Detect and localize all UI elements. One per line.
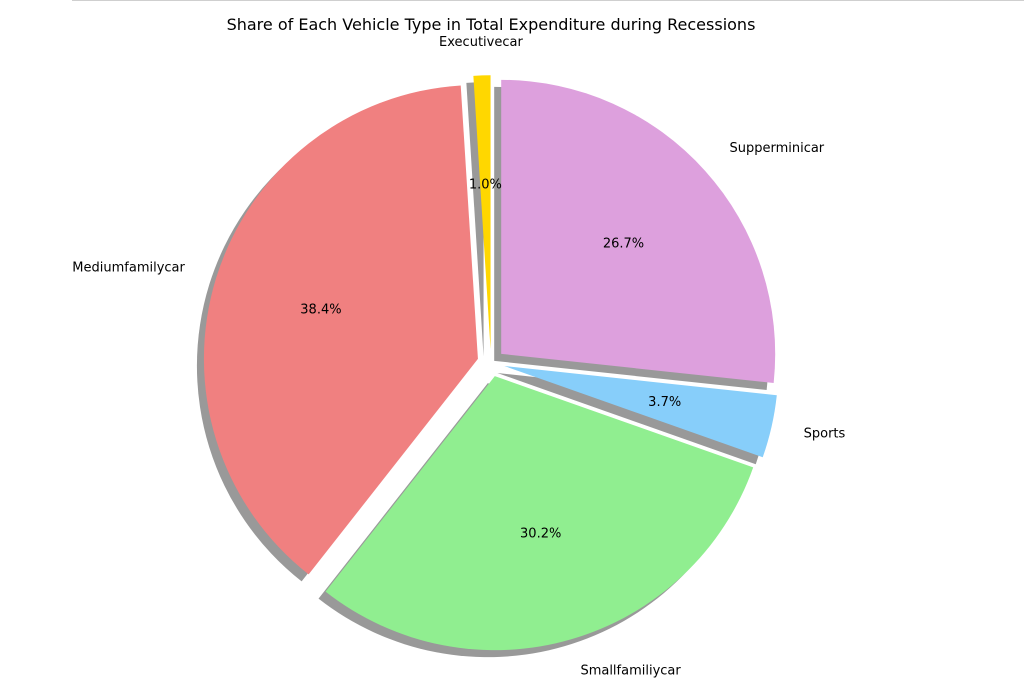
slice-mediumfamilycar [203, 85, 478, 575]
slice-percent-executivecar: 1.0% [469, 177, 502, 192]
chart-title: Share of Each Vehicle Type in Total Expe… [227, 15, 756, 34]
slice-label-sports: Sports [804, 426, 846, 441]
slice-smallfamiliycar [325, 376, 754, 651]
label-layer: Executivecar 1.0% Mediumfamilycar 38.4% Smal… [72, 35, 845, 678]
slice-percent-supperminicar: 26.7% [603, 236, 644, 251]
slice-percent-mediumfamilycar: 38.4% [300, 303, 341, 318]
slice-label-smallfamiliycar: Smallfamiliycar [580, 663, 681, 678]
slice-percent-sports: 3.7% [648, 395, 681, 410]
slice-supperminicar [501, 79, 776, 384]
slice-label-mediumfamilycar: Mediumfamilycar [72, 260, 185, 275]
top-border-line [72, 0, 1024, 1]
slice-label-executivecar: Executivecar [439, 35, 523, 50]
slice-percent-smallfamiliycar: 30.2% [520, 527, 561, 542]
slice-layer [203, 75, 777, 651]
slice-executivecar [473, 75, 491, 350]
slice-label-supperminicar: Supperminicar [729, 141, 824, 156]
slice-sports [504, 366, 777, 458]
